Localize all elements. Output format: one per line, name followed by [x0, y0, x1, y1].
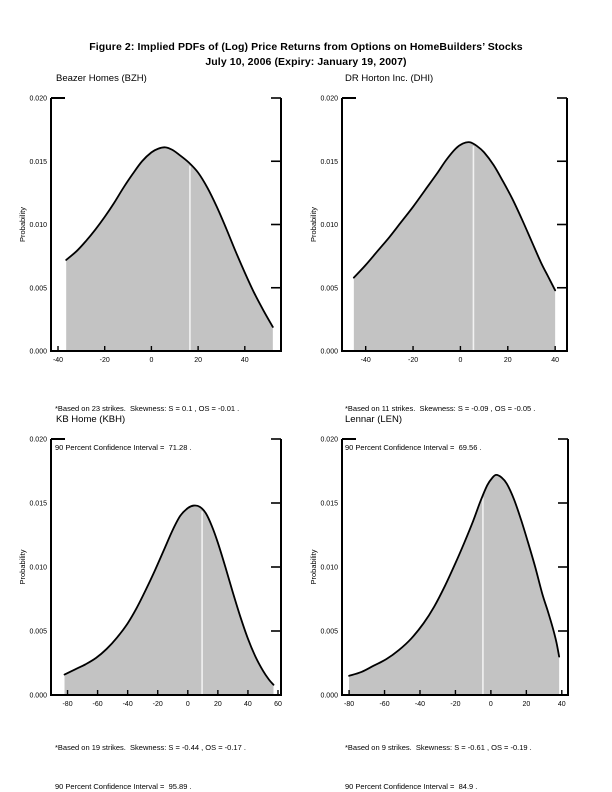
plot-bzh: -40 -20 0 20 40 0.000 0.005 0.010 0.015 0.020 Prob…: [18, 96, 282, 364]
plot-kbh: -80 -60 -40 -20 0 20 40 60 0.000 0.005 0.010 0.015 0…: [18, 437, 282, 708]
footnote-bzh: *Based on 23 strikes. Skewness: S = 0.1 …: [55, 376, 239, 480]
x-tick-label: 20: [194, 357, 202, 364]
figure-caption-line2: July 10, 2006 (Expiry: January 19, 2007): [205, 55, 407, 68]
x-tick-label: 0: [149, 357, 153, 364]
footnote-len-line2: 90 Percent Confidence Interval = 84.9 .: [345, 782, 478, 791]
x-tick-label: -20: [450, 701, 460, 708]
x-tick-label: 0: [458, 357, 462, 364]
footnote-kbh-line2: 90 Percent Confidence Interval = 95.89 .: [55, 782, 192, 791]
x-tick-label: -60: [379, 701, 389, 708]
panel-title-bzh: Beazer Homes (BZH): [56, 73, 147, 84]
plot-len: -80 -60 -40 -20 0 20 40 0.000 0.005 0.010 0.015 0.0…: [309, 437, 569, 708]
pdf-area-kbh: [64, 505, 274, 695]
x-tick-label: -40: [53, 357, 63, 364]
x-tick-label: -20: [408, 357, 418, 364]
x-tick-label: 20: [522, 701, 530, 708]
pdf-curve-len: [348, 473, 561, 677]
pdf-curve-kbh: [63, 504, 275, 686]
y-tick-label: 0.000: [29, 349, 47, 356]
y-tick-label: 0.010: [320, 222, 338, 229]
x-tick-label: -40: [415, 701, 425, 708]
x-tick-label: 20: [504, 357, 512, 364]
y-tick-label: 0.005: [29, 629, 47, 636]
x-tick-label: 60: [274, 701, 282, 708]
y-tick-label: 0.020: [29, 437, 47, 444]
y-tick-label: 0.020: [320, 437, 338, 444]
x-tick-label: -80: [344, 701, 354, 708]
footnote-len-line1: *Based on 9 strikes. Skewness: S = -0.61…: [345, 743, 532, 752]
y-tick-label: 0.010: [320, 565, 338, 572]
x-tick-label: -20: [153, 701, 163, 708]
x-tick-label: 0: [186, 701, 190, 708]
panel-title-dhi: DR Horton Inc. (DHI): [345, 73, 434, 84]
panel-title-kbh: KB Home (KBH): [56, 414, 126, 425]
x-tick-label: 40: [244, 701, 252, 708]
x-tick-label: 40: [558, 701, 566, 708]
pdf-area-bzh: [66, 147, 273, 351]
y-tick-label: 0.015: [29, 159, 47, 166]
footnote-dhi-line1: *Based on 11 strikes. Skewness: S = -0.0…: [345, 404, 536, 413]
y-tick-label: 0.000: [320, 693, 338, 700]
y-tick-label: 0.005: [320, 285, 338, 292]
x-tick-label: -80: [62, 701, 72, 708]
y-axis-title: Probability: [309, 549, 318, 584]
footnote-kbh-line1: *Based on 19 strikes. Skewness: S = -0.4…: [55, 743, 246, 752]
y-tick-label: 0.015: [320, 159, 338, 166]
footnote-bzh-line1: *Based on 23 strikes. Skewness: S = 0.1 …: [55, 404, 240, 413]
y-tick-label: 0.000: [320, 349, 338, 356]
y-axis-title: Probability: [309, 207, 318, 242]
y-tick-label: 0.000: [29, 693, 47, 700]
footnote-dhi: *Based on 11 strikes. Skewness: S = -0.0…: [345, 376, 535, 480]
x-tick-label: -60: [93, 701, 103, 708]
x-tick-label: -20: [100, 357, 110, 364]
pdf-area-len: [349, 474, 560, 695]
y-tick-label: 0.015: [320, 501, 338, 508]
x-tick-label: 0: [489, 701, 493, 708]
y-tick-label: 0.010: [29, 222, 47, 229]
plot-dhi: -40 -20 0 20 40 0.000 0.005 0.010 0.015 0.020 Prob…: [309, 96, 568, 364]
footnote-bzh-line2: 90 Percent Confidence Interval = 71.28 .: [55, 443, 192, 452]
footnote-kbh: *Based on 19 strikes. Skewness: S = -0.4…: [55, 715, 246, 792]
figure-caption-line1: Figure 2: Implied PDFs of (Log) Price Re…: [89, 41, 523, 53]
pdf-curve-dhi: [352, 141, 557, 292]
x-tick-label: -40: [361, 357, 371, 364]
x-tick-label: 40: [241, 357, 249, 364]
pdf-curve-bzh: [65, 146, 274, 328]
footnote-len: *Based on 9 strikes. Skewness: S = -0.61…: [345, 715, 532, 792]
footnote-dhi-line2: 90 Percent Confidence Interval = 69.56 .: [345, 443, 482, 452]
x-tick-label: 20: [214, 701, 222, 708]
x-tick-label: -40: [123, 701, 133, 708]
y-tick-label: 0.010: [29, 565, 47, 572]
y-tick-label: 0.020: [29, 96, 47, 103]
pdf-area-dhi: [353, 142, 556, 351]
y-tick-label: 0.015: [29, 501, 47, 508]
figure-caption: Figure 2: Implied PDFs of (Log) Price Re…: [0, 40, 612, 69]
y-tick-label: 0.005: [29, 285, 47, 292]
y-axis-title: Probability: [18, 207, 27, 242]
y-tick-label: 0.005: [320, 629, 338, 636]
y-tick-label: 0.020: [320, 96, 338, 103]
y-axis-title: Probability: [18, 549, 27, 584]
x-tick-label: 40: [551, 357, 559, 364]
panel-title-len: Lennar (LEN): [345, 414, 403, 425]
